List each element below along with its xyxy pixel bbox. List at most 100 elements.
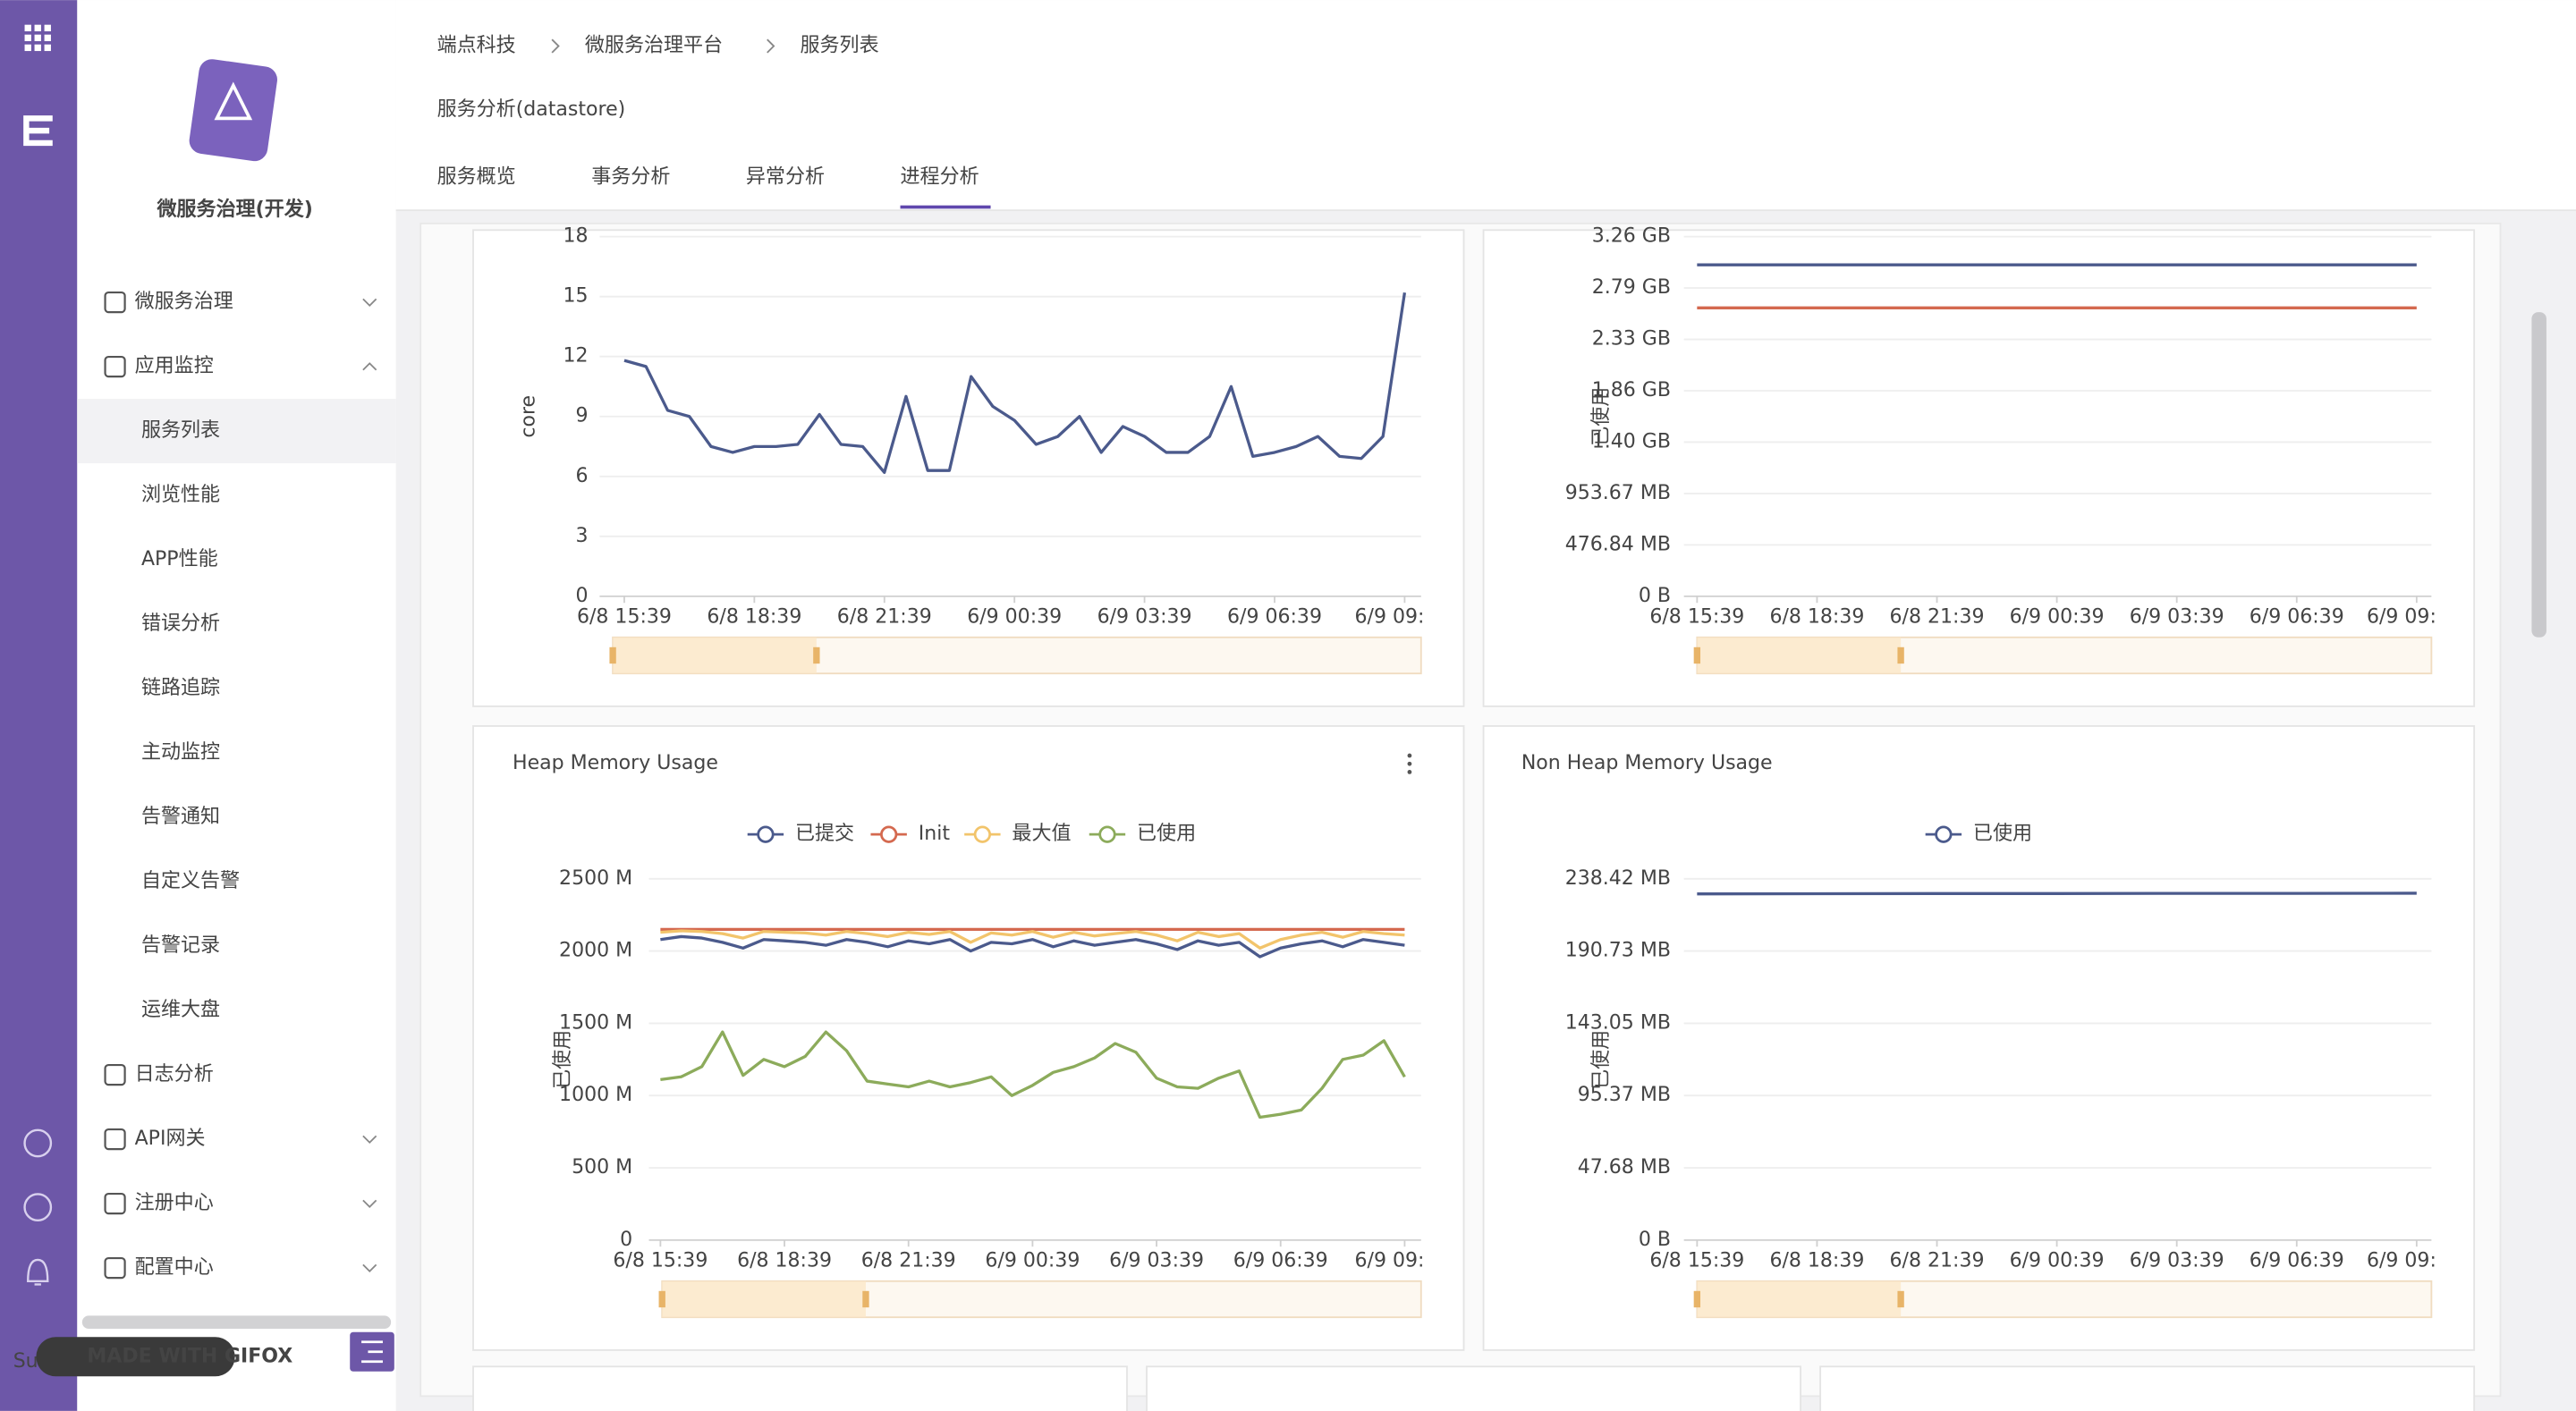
x-tick-label: 6/9 09: [1355,606,1425,629]
x-tick-label: 6/9 06:39 [2250,1250,2344,1272]
zoom-handle[interactable] [609,646,616,664]
menu-icon [104,291,126,314]
legend-label[interactable]: 已提交 [795,823,854,845]
brand-logo[interactable] [23,115,53,147]
y-tick-label: 476.84 MB [1565,533,1671,555]
breadcrumb-separator [551,38,560,54]
menu-item[interactable]: 告警通知 [141,806,220,828]
menu-active-bg [77,399,396,464]
menu-group[interactable]: 日志分析 [135,1063,214,1086]
menu-icon [104,1063,126,1086]
menu-item[interactable]: 链路追踪 [141,677,220,699]
card-menu-dot[interactable] [1407,761,1412,766]
legend-symbol[interactable] [757,825,775,843]
chart-card [1482,725,2476,1351]
menu-group[interactable]: 注册中心 [135,1192,214,1214]
legend-symbol[interactable] [880,825,898,843]
sidebar-scrollbar[interactable] [81,1315,392,1330]
x-tick-label: 6/8 18:39 [1769,606,1864,629]
app-name: 微服务治理(开发) [156,198,312,221]
zoom-handle[interactable] [1693,1290,1701,1308]
legend-label[interactable]: 最大值 [1012,823,1071,845]
zoom-handle[interactable] [1897,646,1904,664]
menu-item[interactable]: 告警记录 [141,934,220,957]
x-tick-label: 6/9 03:39 [2130,1250,2224,1272]
menu-group[interactable]: 配置中心 [135,1256,214,1279]
x-tick-label: 6/8 21:39 [837,606,932,629]
legend-label[interactable]: 已使用 [1137,823,1196,845]
menu-item[interactable]: 浏览性能 [141,484,220,506]
series-line [1697,891,2417,896]
menu-item[interactable]: 服务列表 [141,419,220,442]
x-tick-label: 6/8 21:39 [1890,1250,1985,1272]
y-tick-label: 500 M [572,1156,632,1179]
zoom-handle[interactable] [658,1290,665,1308]
user-initials: Su [13,1350,38,1373]
y-tick-label: 9 [576,405,589,427]
x-tick-label: 6/9 03:39 [1097,606,1192,629]
x-tick-label: 6/8 21:39 [861,1250,956,1272]
menu-item[interactable]: 运维大盘 [141,999,220,1021]
zoom-handle[interactable] [1897,1290,1904,1308]
zoom-handle[interactable] [813,646,820,664]
zoom-window[interactable] [1697,637,1902,674]
legend-label[interactable]: 已使用 [1973,823,2032,845]
y-tick-label: 15 [564,285,589,308]
chart-card [472,1365,1128,1411]
y-tick-label: 47.68 MB [1578,1156,1671,1179]
y-axis-title: 已使用 [552,1030,574,1089]
legend-label[interactable]: Init [919,823,951,845]
menu-group[interactable]: 微服务治理 [135,291,233,313]
x-tick-label: 6/8 15:39 [1649,1250,1744,1272]
menu-item[interactable]: 自定义告警 [141,870,240,892]
breadcrumb-item: 服务列表 [800,35,878,57]
y-axis-title: core [517,395,539,438]
zoom-window[interactable] [662,1280,866,1318]
card-menu-dot[interactable] [1407,753,1412,758]
x-tick-label: 6/8 21:39 [1890,606,1985,629]
menu-group[interactable]: 应用监控 [135,355,214,377]
y-tick-label: 1500 M [559,1011,632,1034]
menu-item[interactable]: 错误分析 [141,613,220,635]
breadcrumb-item[interactable]: 端点科技 [437,35,516,57]
y-axis-title: 已使用 [1590,1030,1613,1089]
zoom-window[interactable] [613,637,817,674]
x-tick-label: 6/8 15:39 [577,606,672,629]
watermark: MADE WITH GIFOX [87,1345,292,1367]
y-tick-label: 12 [564,345,589,368]
app-logo [189,59,277,162]
help-icon[interactable] [23,1128,53,1158]
menu-chevron [362,1135,377,1145]
menu-item[interactable]: 主动监控 [141,741,220,764]
y-tick-label: 1.86 GB [1592,379,1671,401]
card-menu-dot[interactable] [1407,770,1412,774]
zoom-handle[interactable] [1693,646,1701,664]
menu-chevron [362,298,377,308]
legend-symbol[interactable] [1098,825,1116,843]
app-grid-icon[interactable] [24,24,51,52]
menu-item[interactable]: APP性能 [141,548,218,570]
tab[interactable]: 服务概览 [437,165,516,188]
breadcrumb-item[interactable]: 微服务治理平台 [585,35,723,57]
notification-icon[interactable] [27,1258,49,1286]
account-icon[interactable] [23,1193,53,1222]
x-tick-label: 6/9 00:39 [985,1250,1080,1272]
y-tick-label: 953.67 MB [1565,482,1671,504]
menu-chevron [362,1199,377,1209]
zoom-handle[interactable] [862,1290,869,1308]
collapse-icon [361,1340,383,1364]
zoom-window[interactable] [1697,1280,1902,1318]
x-tick-label: 6/8 18:39 [707,606,801,629]
y-tick-label: 95.37 MB [1578,1084,1671,1106]
legend-symbol[interactable] [973,825,992,843]
tab[interactable]: 异常分析 [746,165,825,188]
tab[interactable]: 事务分析 [591,165,670,188]
tab[interactable]: 进程分析 [901,165,979,188]
app-logo-symbol [214,81,253,121]
y-tick-label: 0 B [1639,585,1671,607]
menu-group[interactable]: API网关 [135,1128,206,1150]
legend-symbol[interactable] [1935,825,1953,843]
scrollbar-thumb[interactable] [2531,312,2546,638]
